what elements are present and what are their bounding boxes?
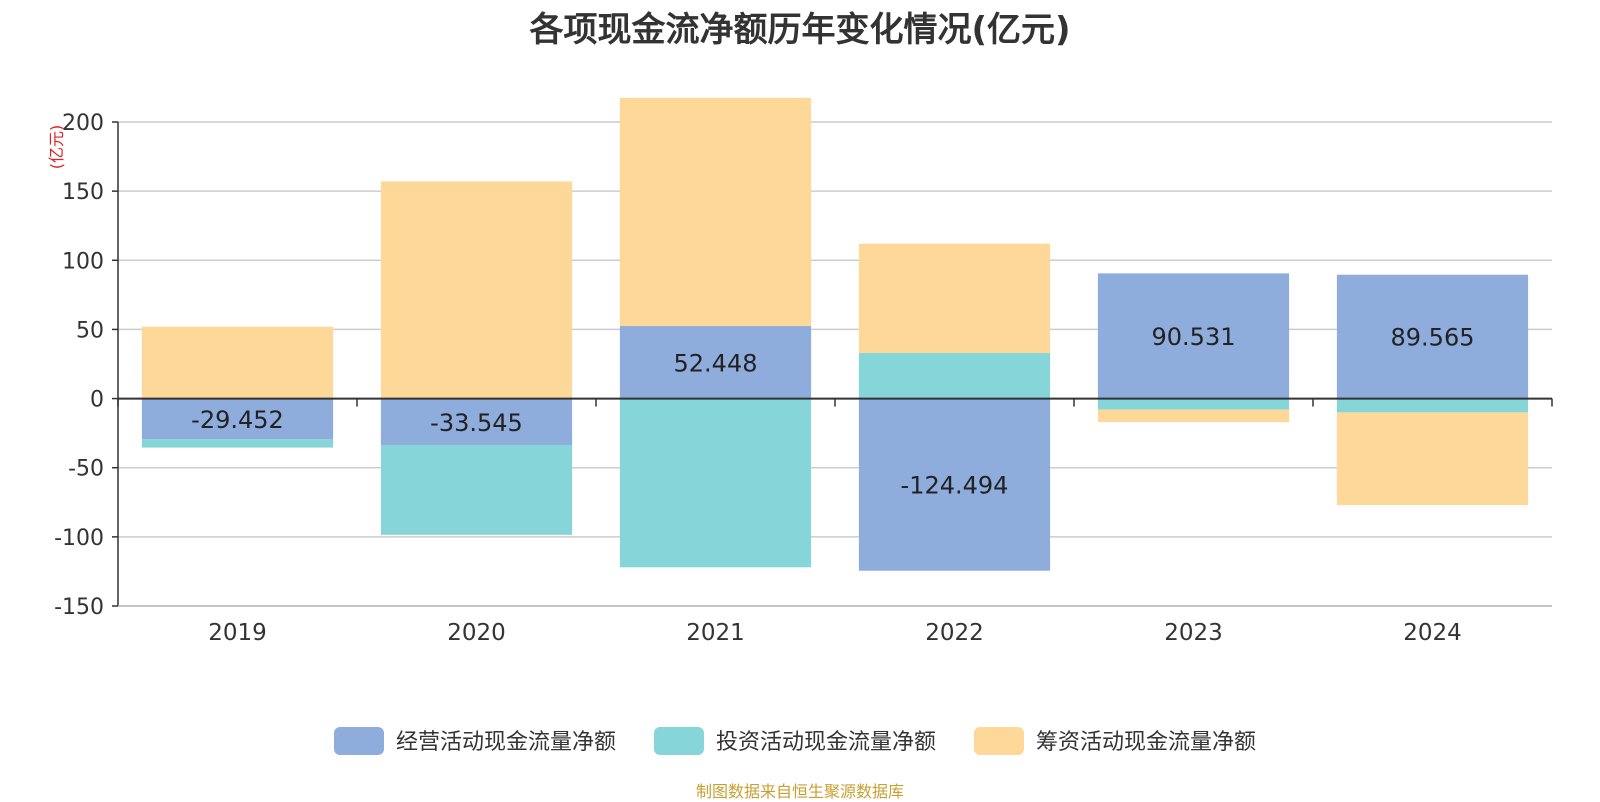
bar-2021-series-2 [619,97,812,327]
bar-2020-series-2 [380,181,573,399]
data-label: 89.565 [1391,324,1475,352]
y-tick-label: 200 [62,111,104,136]
y-tick-label: -150 [54,595,104,620]
data-label: 90.531 [1152,323,1236,351]
y-tick-label: -100 [54,526,104,551]
bar-2019-series-0 [141,398,334,440]
legend-swatch [974,727,1024,755]
bar-2022-series-0 [858,398,1051,571]
data-label: -124.494 [901,472,1009,500]
x-tick-label: 2022 [925,620,984,646]
y-axis-label: (亿元) [47,125,66,170]
bar-2020-series-0 [380,398,573,445]
chart-svg: 200 150 100 50 0 -50 -100 -150 2019 2020 2021 2022 2… [47,97,1553,755]
bar-2020-series-1 [380,444,573,535]
legend-swatch [334,727,384,755]
bar-2023-series-1 [1097,398,1290,410]
y-tick-label: 0 [90,388,104,413]
x-tick-label: 2023 [1164,620,1223,646]
x-tick-label: 2024 [1403,620,1462,646]
chart-title: 各项现金流净额历年变化情况(亿元) [529,10,1071,50]
bar-2023-series-2 [1097,409,1290,423]
bar-2021-series-1 [619,398,812,568]
bar-2024-series-0 [1336,274,1529,399]
x-tick-label: 2019 [208,620,267,646]
legend-swatch [654,727,704,755]
bar-2024-series-2 [1336,412,1529,506]
bar-2021-series-0 [619,326,812,399]
legend-item-label: 筹资活动现金流量净额 [1036,730,1256,755]
x-tick-label: 2021 [686,620,745,646]
y-tick-label: 100 [62,249,104,274]
source-note: 制图数据来自恒生聚源数据库 [695,782,904,801]
bar-2023-series-0 [1097,273,1290,399]
data-label: -33.545 [430,409,523,437]
data-label: 52.448 [674,349,758,377]
bar-2019-series-2 [141,326,334,399]
label-layer: -29.452 -33.545 52.448 -124.494 90.531 89.565 [191,323,1474,500]
legend: 经营活动现金流量净额 投资活动现金流量净额 筹资活动现金流量净额 [334,727,1256,755]
bar-2024-series-1 [1336,398,1529,413]
bar-2022-series-1 [858,352,1051,399]
bar-2022-series-2 [858,243,1051,353]
legend-item-label: 投资活动现金流量净额 [716,730,936,755]
x-tick-label: 2020 [447,620,506,646]
bar-layer [141,97,1529,571]
axis-layer: 200 150 100 50 0 -50 -100 -150 2019 2020 2021 2022 2… [47,111,1553,646]
y-tick-label: -50 [68,457,104,482]
y-tick-label: 50 [76,318,104,343]
data-label: -29.452 [191,406,284,434]
legend-item-label: 经营活动现金流量净额 [396,730,616,755]
bar-2019-series-1 [141,439,334,448]
y-tick-label: 150 [62,180,104,205]
